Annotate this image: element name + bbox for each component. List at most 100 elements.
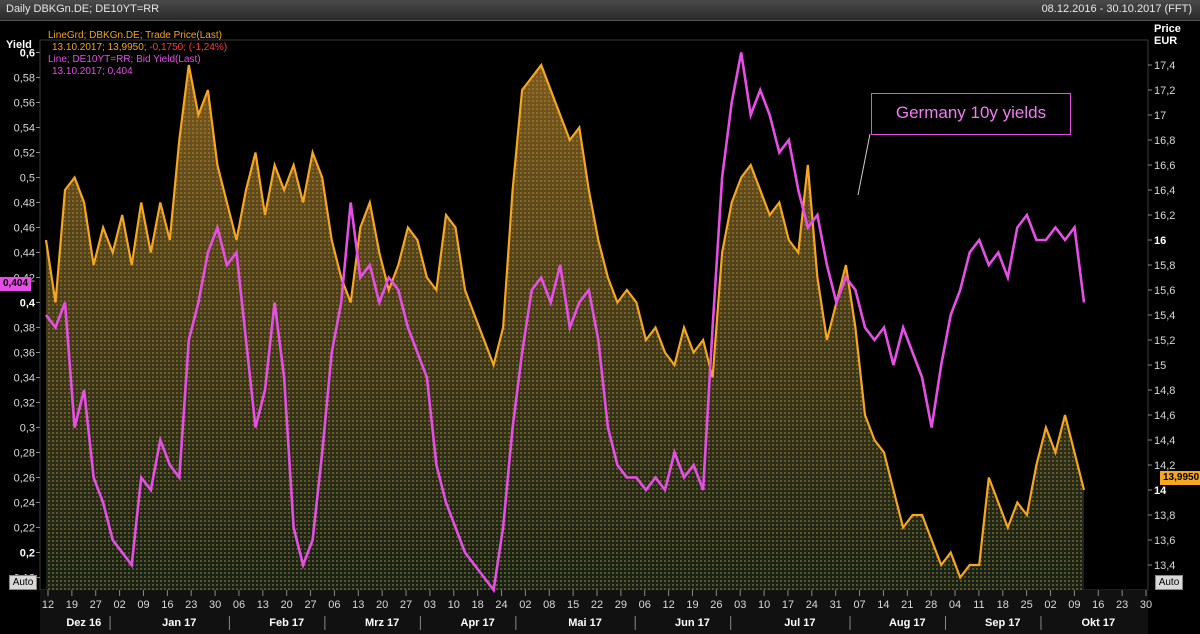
x-tick-label: 15 (567, 599, 579, 611)
y-right-title: Price (1154, 23, 1181, 35)
y-left-tick-label: 0,48 (14, 198, 35, 210)
y-right-unit: EUR (1154, 35, 1177, 47)
x-tick-label: 17 (782, 599, 794, 611)
y-right-tick-label: 16,2 (1154, 210, 1175, 222)
x-tick-label: 07 (853, 599, 865, 611)
x-tick-label: 09 (1068, 599, 1080, 611)
date-range: 08.12.2016 - 30.10.2017 (FFT) (1041, 3, 1192, 15)
y-right-tick-label: 13,8 (1154, 510, 1175, 522)
legend-yield-series: Line; DE10YT=RR; Bid Yield(Last) (48, 54, 201, 65)
y-left-tick-label: 0,32 (14, 398, 35, 410)
x-month-label: Okt 17 (1081, 617, 1115, 629)
annotation-leader (857, 133, 871, 196)
x-tick-label: 23 (185, 599, 197, 611)
chart-title: Daily DBKGn.DE; DE10YT=RR (6, 3, 160, 15)
y-left-tick-label: 0,34 (14, 373, 35, 385)
x-tick-label: 06 (233, 599, 245, 611)
x-month-label: Apr 17 (461, 617, 495, 629)
x-tick-label: 16 (1092, 599, 1104, 611)
x-month-label: Dez 16 (66, 617, 101, 629)
y-left-tick-label: 0,5 (20, 173, 35, 185)
y-right-tick-label: 13,6 (1154, 535, 1175, 547)
x-tick-label: 08 (543, 599, 555, 611)
y-left-tick-label: 0,36 (14, 348, 35, 360)
x-tick-label: 23 (1116, 599, 1128, 611)
x-month-label: Jul 17 (784, 617, 815, 629)
x-tick-label: 13 (257, 599, 269, 611)
x-month-label: Feb 17 (269, 617, 304, 629)
y-left-tick-label: 0,28 (14, 448, 35, 460)
x-tick-label: 20 (281, 599, 293, 611)
price-area-texture (46, 65, 1084, 590)
y-right-tick-label: 16,8 (1154, 135, 1175, 147)
x-tick-label: 27 (90, 599, 102, 611)
y-right-tick-label: 13,4 (1154, 560, 1175, 572)
x-month-label: Jan 17 (162, 617, 196, 629)
x-tick-label: 03 (424, 599, 436, 611)
x-month-label: Aug 17 (889, 617, 926, 629)
y-right-tick-label: 16,6 (1154, 160, 1175, 172)
y-right-tick-label: 15 (1154, 360, 1166, 372)
x-tick-label: 30 (209, 599, 221, 611)
x-tick-label: 30 (1140, 599, 1152, 611)
y-right-tick-label: 14,6 (1154, 410, 1175, 422)
price-line (44, 62, 1086, 580)
window-titlebar: Daily DBKGn.DE; DE10YT=RR 08.12.2016 - 3… (0, 0, 1200, 21)
x-tick-label: 19 (686, 599, 698, 611)
x-tick-label: 24 (495, 599, 507, 611)
legend-price-series: LineGrd; DBKGn.DE; Trade Price(Last) (48, 30, 222, 41)
x-tick-label: 27 (304, 599, 316, 611)
y-right-tick-label: 15,6 (1154, 285, 1175, 297)
x-tick-label: 12 (42, 599, 54, 611)
y-right-tick-label: 14,8 (1154, 385, 1175, 397)
y-right-tick-label: 14,4 (1154, 435, 1175, 447)
y-left-title: Yield (6, 39, 32, 51)
y-right-tick-label: 14 (1154, 485, 1167, 497)
y-left-tick-label: 0,4 (20, 298, 36, 310)
auto-scale-right-button[interactable]: Auto (1155, 575, 1183, 590)
auto-scale-left-button[interactable]: Auto (9, 575, 37, 590)
x-tick-label: 25 (1021, 599, 1033, 611)
x-tick-label: 24 (806, 599, 818, 611)
x-tick-label: 27 (400, 599, 412, 611)
price-current-tag: 13,9950 (1160, 471, 1200, 485)
x-month-label: Sep 17 (985, 617, 1020, 629)
y-left-tick-label: 0,38 (14, 323, 35, 335)
y-right-tick-label: 16,4 (1154, 185, 1175, 197)
y-left-tick-label: 0,44 (14, 248, 35, 260)
x-month-label: Jun 17 (675, 617, 710, 629)
y-right-tick-label: 17 (1154, 110, 1166, 122)
y-left-tick-label: 0,56 (14, 98, 35, 110)
x-tick-label: 22 (591, 599, 603, 611)
y-left-tick-label: 0,26 (14, 473, 35, 485)
x-tick-label: 14 (877, 599, 889, 611)
y-left-tick-label: 0,2 (20, 548, 35, 560)
x-tick-label: 26 (710, 599, 722, 611)
y-right-tick-label: 15,8 (1154, 260, 1175, 272)
x-tick-label: 21 (901, 599, 913, 611)
y-right-tick-label: 15,4 (1154, 310, 1175, 322)
x-tick-label: 28 (925, 599, 937, 611)
y-left-tick-label: 0,54 (14, 123, 35, 135)
x-tick-label: 04 (949, 599, 961, 611)
x-tick-label: 10 (758, 599, 770, 611)
x-tick-label: 29 (615, 599, 627, 611)
y-left-tick-label: 0,24 (14, 498, 35, 510)
y-left-tick-label: 0,3 (20, 423, 35, 435)
x-tick-label: 16 (161, 599, 173, 611)
y-left-tick-label: 0,46 (14, 223, 35, 235)
annotation-box: Germany 10y yields (871, 93, 1071, 135)
x-tick-label: 20 (376, 599, 388, 611)
x-month-label: Mai 17 (568, 617, 602, 629)
yield-line (44, 52, 1086, 594)
y-right-tick-label: 17,2 (1154, 85, 1175, 97)
x-axis-band (40, 590, 1148, 634)
x-tick-label: 06 (639, 599, 651, 611)
x-tick-label: 18 (472, 599, 484, 611)
x-tick-label: 03 (734, 599, 746, 611)
y-left-tick-label: 0,52 (14, 148, 35, 160)
x-tick-label: 12 (662, 599, 674, 611)
y-right-tick-label: 14,2 (1154, 460, 1175, 472)
x-tick-label: 02 (113, 599, 125, 611)
x-tick-label: 02 (519, 599, 531, 611)
